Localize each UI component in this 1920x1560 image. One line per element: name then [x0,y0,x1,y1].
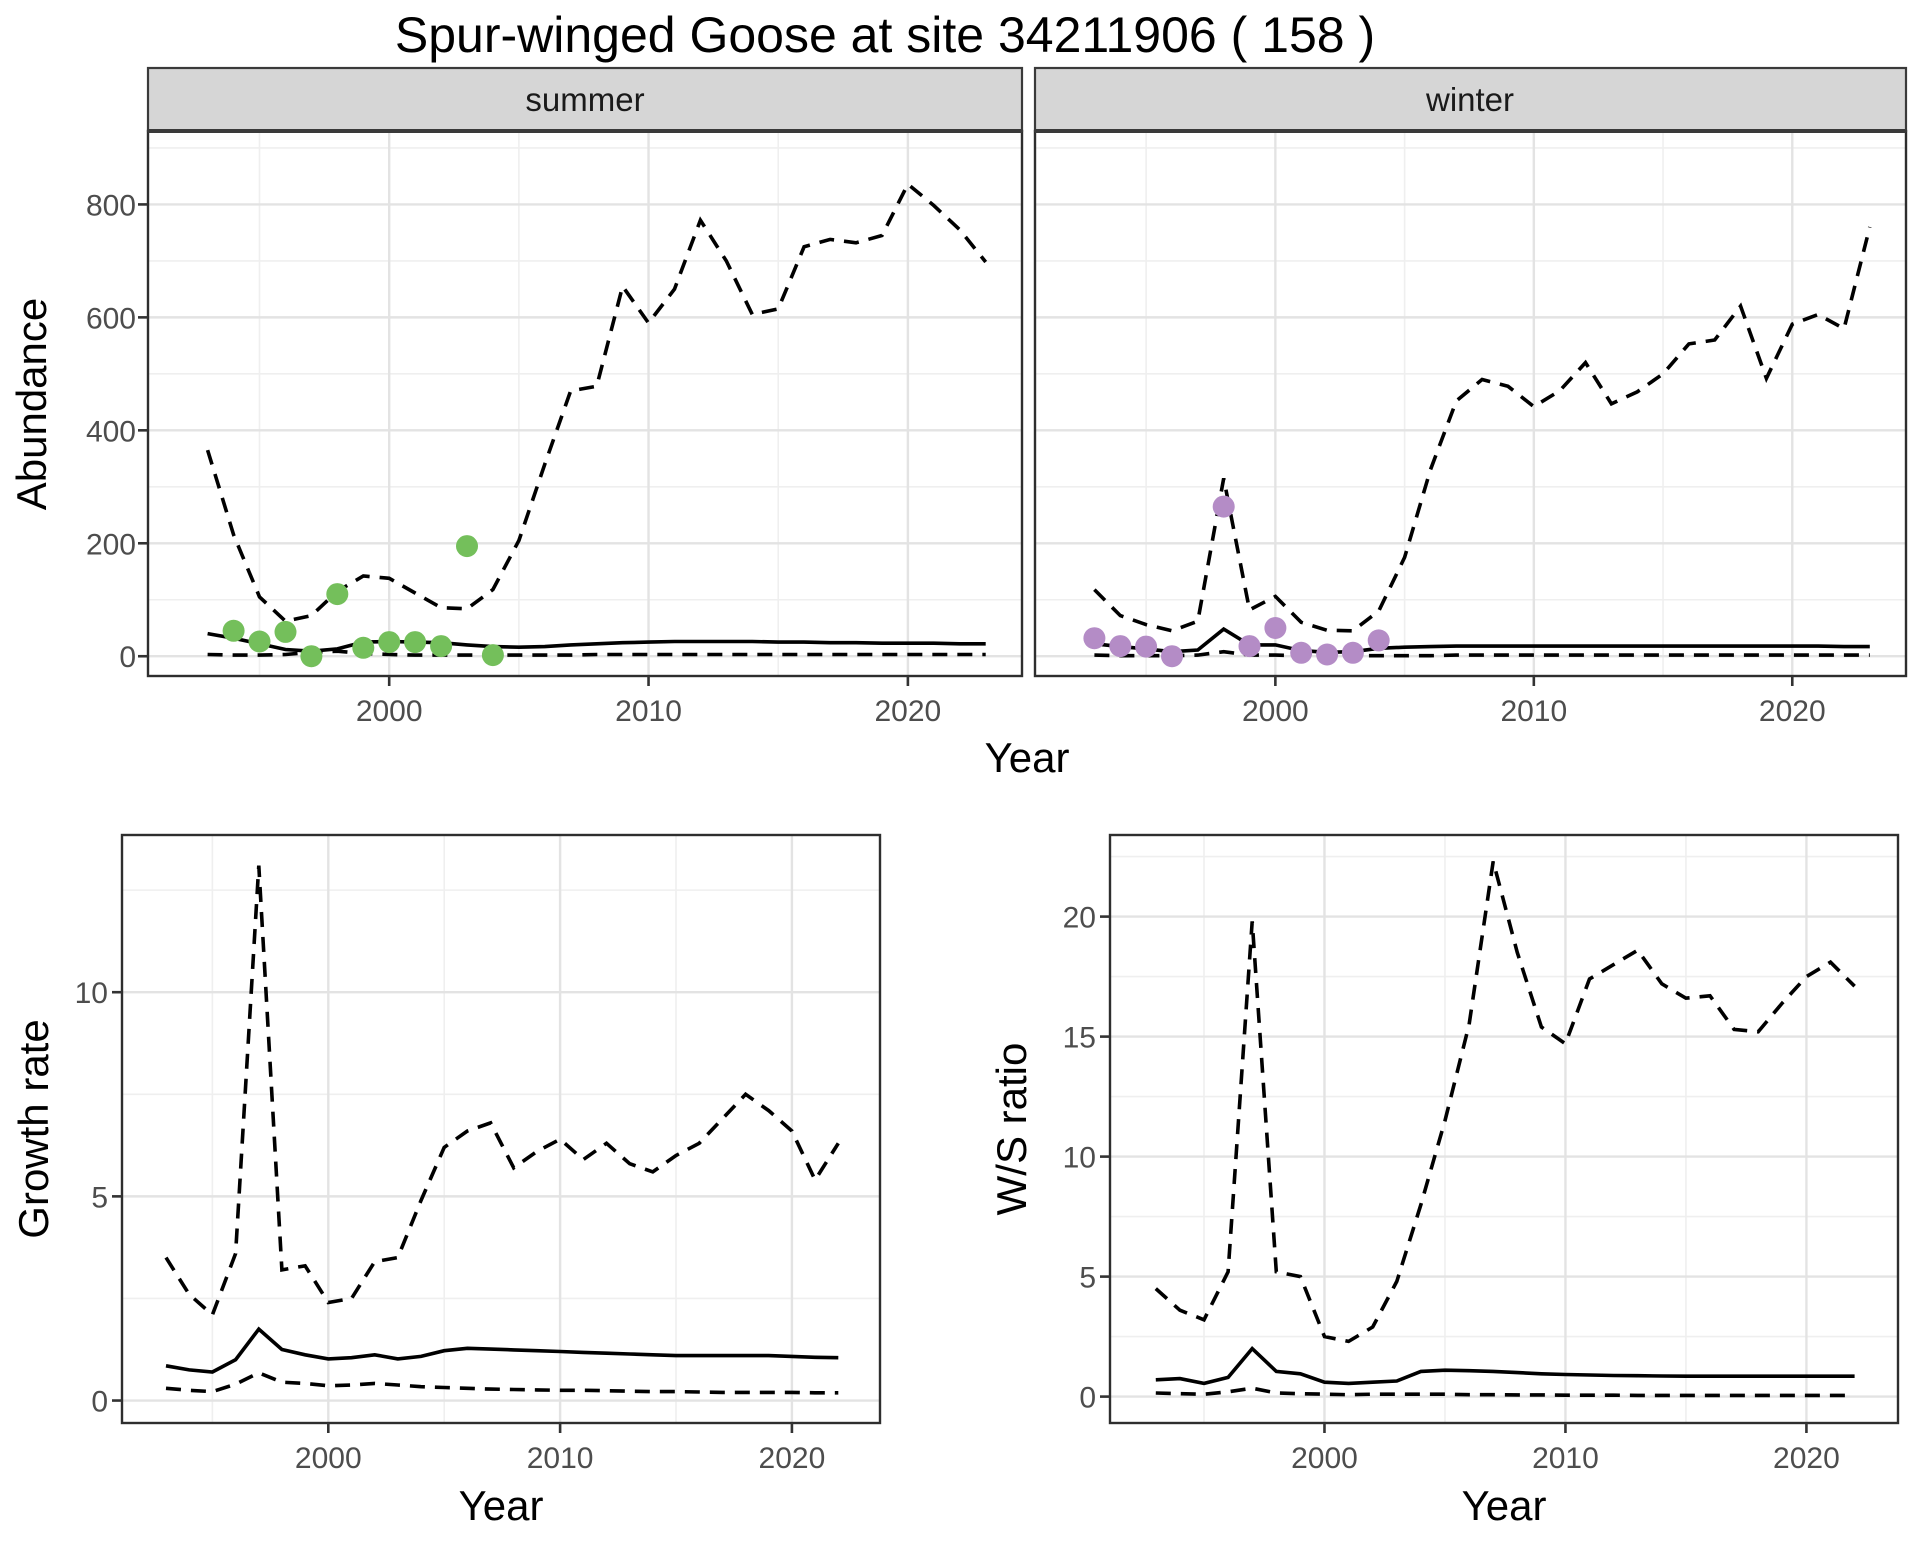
strip-label-winter: winter [1425,81,1514,118]
x-tick-label: 2020 [1773,1442,1840,1475]
observed-winter-counts-point [1341,641,1364,664]
observed-summer-counts-point [222,619,245,642]
observed-summer-counts-point [378,631,401,654]
observed-summer-counts-point [274,620,297,643]
observed-summer-counts-point [300,645,323,668]
observed-winter-counts-point [1135,635,1158,658]
y-tick-label: 200 [86,528,136,561]
y-tick-label: 0 [1079,1382,1096,1415]
panel-background [148,131,1022,676]
y-tick-label: 5 [1079,1262,1096,1295]
observed-winter-counts-point [1290,641,1313,664]
x-tick-label: 2010 [527,1442,594,1475]
observed-summer-counts-point [404,631,427,654]
y-tick-label: 400 [86,415,136,448]
median-model-estimate-line [207,631,986,654]
observed-summer-counts-point [352,636,375,659]
panel-background [1110,835,1898,1423]
data-layer [164,865,840,1395]
x-axis-title-top: Year [985,734,1070,781]
lower-credible-limit-line [207,649,986,657]
y-tick-label: 0 [91,1386,108,1419]
y-axis-title-abundance: Abundance [8,298,55,511]
data-layer [1154,860,1856,1398]
panel-growth-rate: 2000 2010 2020 0 5 10 [75,833,882,1475]
x-tick-label: 2010 [615,695,682,728]
observed-winter-counts-point [1316,643,1339,666]
lower-credible-limit-line [1155,1386,1855,1398]
observed-winter-counts-point [1161,645,1183,668]
observed-winter-counts-point [1367,629,1390,652]
observed-summer-counts-point [326,583,349,606]
y-tick-label: 20 [1063,902,1096,935]
observed-summer-counts-point [430,635,453,658]
y-tick-label: 0 [119,641,136,674]
strip-label-summer: summer [525,81,644,118]
panel-abundance-winter: 2000 2010 2020 [1033,66,1908,728]
upper-credible-limit-line [1093,226,1872,633]
median-model-estimate-line [1155,1345,1855,1386]
panel-border [1108,833,1900,1425]
y-tick-label: 10 [1063,1142,1096,1175]
observed-winter-counts-point [1238,635,1261,658]
y-axis-title-growth-rate: Growth rate [10,1019,57,1238]
upper-credible-limit-line [164,865,840,1318]
x-tick-label: 2000 [356,695,423,728]
x-tick-label: 2000 [1242,695,1309,728]
panel-border [120,833,882,1425]
panel-background [1035,131,1906,676]
x-tick-label: 2000 [1291,1442,1358,1475]
x-tick-label: 2020 [759,1442,826,1475]
y-tick-label: 15 [1063,1022,1096,1055]
y-tick-label: 800 [86,189,136,222]
y-axis-title-ws-ratio: W/S ratio [988,1043,1035,1216]
x-tick-label: 2020 [875,695,942,728]
upper-credible-limit-line [1154,860,1856,1344]
median-model-estimate-line [1094,626,1870,655]
panel-background [122,835,880,1423]
lower-credible-limit-line [1094,649,1870,658]
observed-winter-counts-point [1109,635,1132,658]
y-tick-label: 600 [86,302,136,335]
observed-winter-counts-point [1212,495,1235,518]
x-axis-title-ws-ratio: Year [1462,1482,1547,1529]
x-tick-label: 2010 [1532,1442,1599,1475]
observed-summer-counts-point [456,535,478,558]
data-layer [205,181,988,668]
panel-ws-ratio: 2000 2010 2020 0 5 10 15 20 [1063,833,1900,1475]
x-axis-title-growth-rate: Year [459,1482,544,1529]
observed-summer-counts-point [248,630,271,653]
observed-summer-counts-point [481,644,504,667]
observed-winter-counts-point [1083,627,1106,650]
chart-title: Spur-winged Goose at site 34211906 ( 158… [395,7,1375,63]
y-tick-label: 10 [75,977,108,1010]
figure-labels: Spur-winged Goose at site 34211906 ( 158… [8,7,1546,1529]
observed-winter-counts-point [1264,617,1287,639]
y-tick-label: 5 [91,1181,108,1214]
x-tick-label: 2000 [295,1442,362,1475]
data-layer [1083,226,1872,668]
x-tick-label: 2010 [1500,695,1567,728]
panel-abundance-summer: 2000 2010 2020 0 200 400 600 800 [86,66,1024,728]
x-tick-label: 2020 [1759,695,1826,728]
median-model-estimate-line [165,1326,839,1374]
